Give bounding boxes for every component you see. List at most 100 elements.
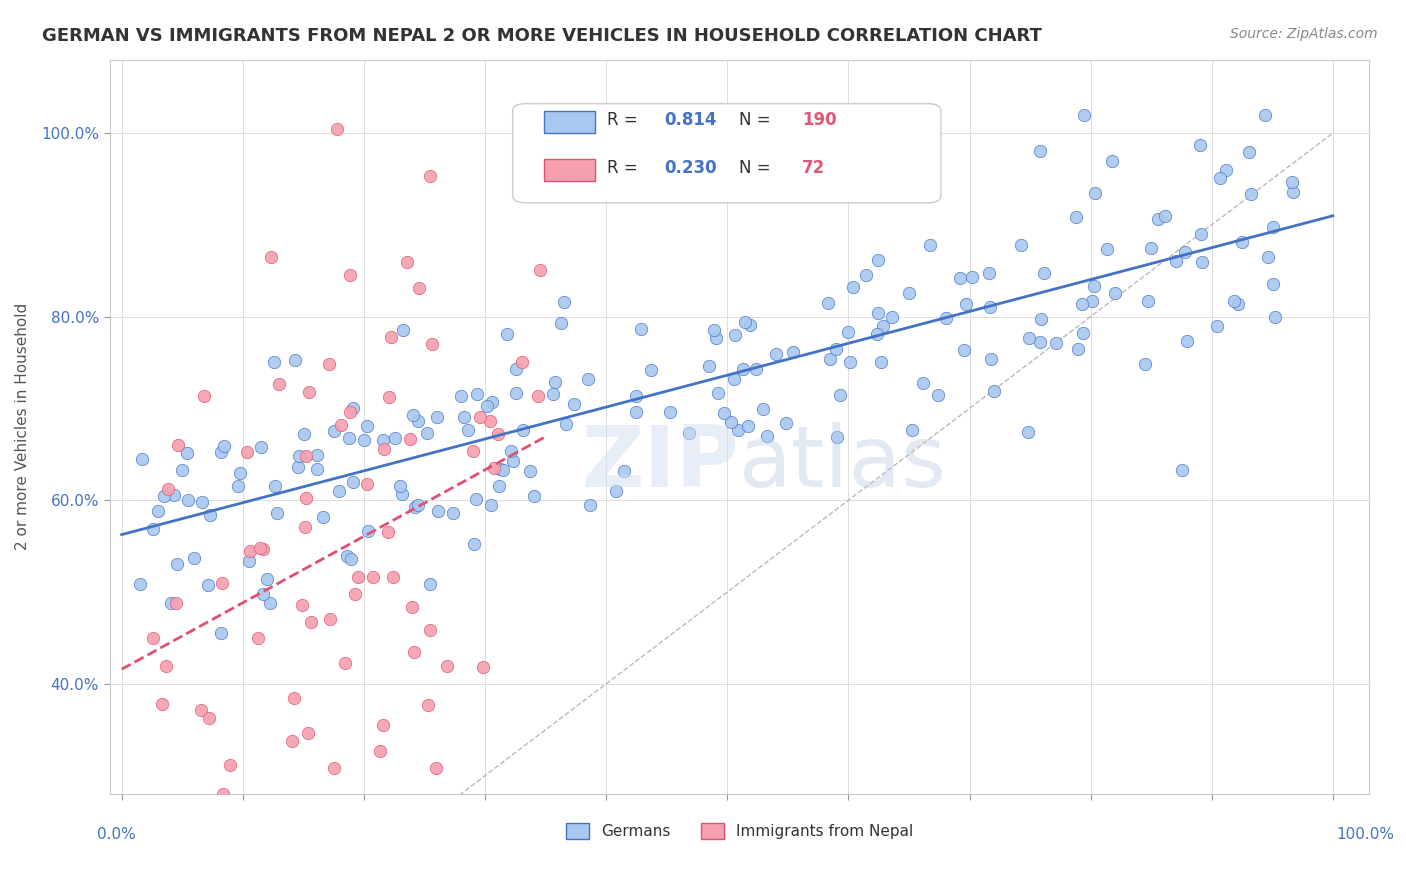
Point	[825, 430, 848, 444]
Point	[481, 395, 503, 409]
Point	[529, 263, 551, 277]
Point	[326, 122, 349, 136]
Point	[707, 386, 730, 401]
Point	[305, 462, 328, 476]
Point	[1133, 357, 1156, 371]
Point	[142, 522, 165, 536]
Point	[252, 586, 274, 600]
Point	[927, 387, 949, 401]
Point	[955, 297, 977, 311]
Point	[342, 475, 364, 490]
Point	[471, 659, 494, 673]
Point	[426, 409, 449, 424]
Point	[605, 483, 627, 498]
Point	[1073, 108, 1095, 122]
Point	[734, 314, 756, 328]
Point	[415, 426, 437, 441]
Point	[1140, 241, 1163, 255]
Point	[461, 443, 484, 458]
Point	[212, 439, 235, 453]
Point	[441, 506, 464, 520]
Point	[1281, 175, 1303, 189]
Point	[198, 508, 221, 522]
Point	[866, 327, 889, 342]
FancyBboxPatch shape	[544, 111, 595, 133]
Point	[554, 417, 576, 432]
Point	[152, 489, 174, 503]
Point	[818, 352, 841, 367]
Point	[159, 596, 181, 610]
Point	[211, 576, 233, 591]
Point	[720, 415, 742, 429]
Point	[1067, 342, 1090, 356]
Point	[292, 426, 315, 441]
Point	[512, 423, 534, 437]
Point	[267, 377, 290, 392]
Point	[576, 372, 599, 386]
Point	[298, 385, 321, 400]
Point	[1071, 326, 1094, 341]
Point	[489, 796, 512, 810]
Point	[259, 597, 281, 611]
Point	[328, 483, 350, 498]
Point	[297, 725, 319, 739]
Point	[212, 788, 235, 802]
Point	[1033, 267, 1056, 281]
Point	[640, 363, 662, 377]
Point	[353, 433, 375, 447]
Text: GERMAN VS IMMIGRANTS FROM NEPAL 2 OR MORE VEHICLES IN HOUSEHOLD CORRELATION CHAR: GERMAN VS IMMIGRANTS FROM NEPAL 2 OR MOR…	[42, 27, 1042, 45]
Point	[765, 347, 787, 361]
Point	[463, 537, 485, 551]
Point	[723, 371, 745, 385]
Point	[1264, 310, 1286, 324]
Point	[1209, 171, 1232, 186]
Point	[918, 237, 941, 252]
Point	[478, 414, 501, 428]
Point	[1029, 312, 1052, 326]
Point	[838, 355, 860, 369]
Point	[562, 397, 585, 411]
Point	[239, 544, 262, 558]
Point	[167, 438, 190, 452]
Point	[630, 322, 652, 336]
Point	[761, 116, 783, 130]
Point	[505, 385, 527, 400]
Point	[356, 477, 378, 491]
Point	[373, 442, 395, 456]
Point	[1230, 235, 1253, 250]
Point	[1237, 145, 1260, 159]
Point	[1104, 285, 1126, 300]
Point	[453, 409, 475, 424]
Point	[266, 506, 288, 520]
Point	[953, 343, 976, 358]
Text: N =: N =	[740, 111, 776, 128]
Point	[1146, 212, 1168, 227]
Point	[1174, 244, 1197, 259]
Point	[550, 316, 572, 330]
Point	[294, 491, 316, 505]
Text: ZIP: ZIP	[582, 422, 740, 505]
Point	[1191, 254, 1213, 268]
Point	[330, 418, 353, 433]
Text: N =: N =	[740, 160, 776, 178]
Point	[1083, 279, 1105, 293]
Point	[422, 336, 444, 351]
Point	[221, 838, 243, 852]
Point	[468, 409, 491, 424]
Point	[479, 498, 502, 512]
Point	[1136, 294, 1159, 309]
Point	[280, 734, 302, 748]
Point	[436, 659, 458, 673]
Point	[733, 362, 755, 376]
FancyBboxPatch shape	[544, 159, 595, 181]
Point	[339, 405, 361, 419]
Point	[391, 323, 413, 337]
Point	[499, 444, 522, 458]
Point	[361, 570, 384, 584]
Point	[901, 423, 924, 437]
Point	[624, 389, 647, 403]
Point	[949, 271, 972, 285]
Point	[980, 351, 1002, 366]
Point	[209, 625, 232, 640]
Point	[209, 445, 232, 459]
